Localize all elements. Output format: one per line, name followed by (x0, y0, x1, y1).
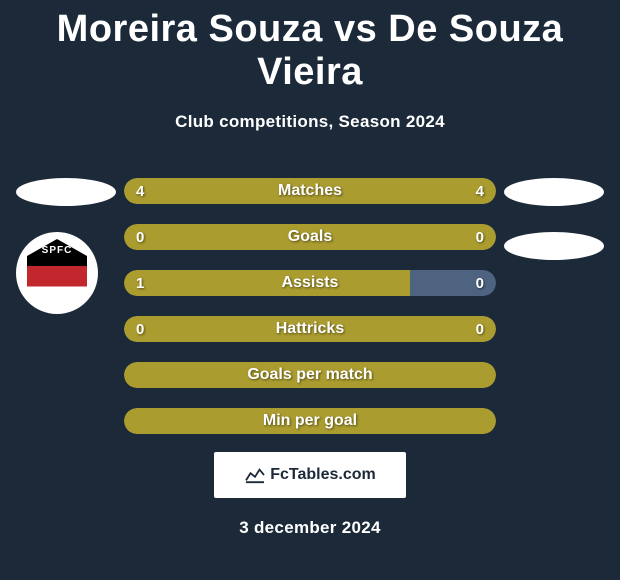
stat-label: Hattricks (124, 316, 496, 342)
comparison-date: 3 december 2024 (0, 518, 620, 538)
club-left-logo: SPFC (16, 232, 98, 314)
stat-row: 00Hattricks (124, 316, 496, 342)
comparison-subtitle: Club competitions, Season 2024 (0, 112, 620, 132)
club-left-code: SPFC (27, 245, 87, 256)
stat-row: 10Assists (124, 270, 496, 296)
fctables-icon (244, 466, 266, 484)
left-avatar-column: SPFC (8, 178, 120, 434)
stat-label: Goals (124, 224, 496, 250)
stat-row: 44Matches (124, 178, 496, 204)
stats-bars: 44Matches 00Goals 10Assists 00Hattricks Goal… (120, 178, 500, 434)
club-right-avatar (504, 232, 604, 260)
stat-label: Assists (124, 270, 496, 296)
right-avatar-column (500, 178, 612, 434)
stat-label: Min per goal (124, 408, 496, 434)
comparison-title: Moreira Souza vs De Souza Vieira (0, 0, 620, 94)
stat-label: Goals per match (124, 362, 496, 388)
club-left-shield: SPFC (27, 239, 87, 307)
stat-row: Goals per match (124, 362, 496, 388)
comparison-content: SPFC 44Matches 00Goals 10Assists 00Hattrick… (0, 178, 620, 434)
stat-row: 00Goals (124, 224, 496, 250)
stat-row: Min per goal (124, 408, 496, 434)
player-left-avatar (16, 178, 116, 206)
stat-label: Matches (124, 178, 496, 204)
attribution-badge: FcTables.com (214, 452, 406, 498)
attribution-text: FcTables.com (270, 466, 376, 484)
player-right-avatar (504, 178, 604, 206)
